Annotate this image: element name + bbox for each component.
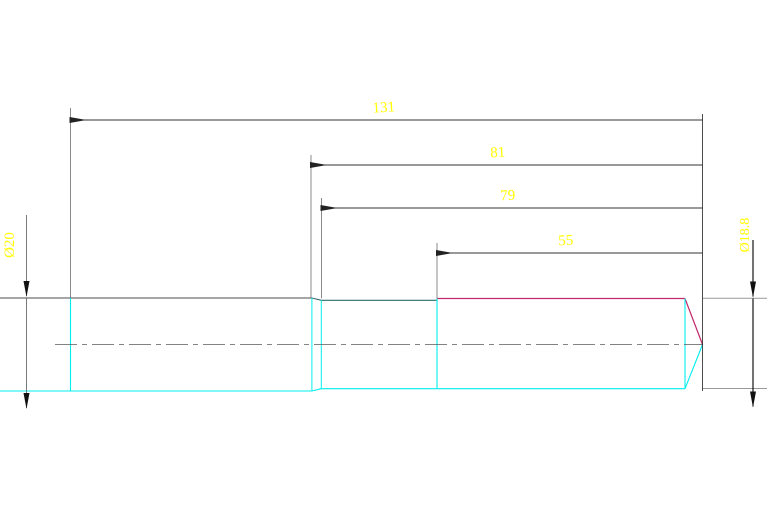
- svg-text:79: 79: [500, 188, 516, 205]
- svg-text:55: 55: [558, 233, 574, 250]
- svg-text:Ø20: Ø20: [2, 232, 18, 258]
- svg-text:131: 131: [372, 99, 395, 116]
- svg-text:81: 81: [490, 145, 506, 162]
- svg-text:Ø18.8: Ø18.8: [738, 218, 753, 253]
